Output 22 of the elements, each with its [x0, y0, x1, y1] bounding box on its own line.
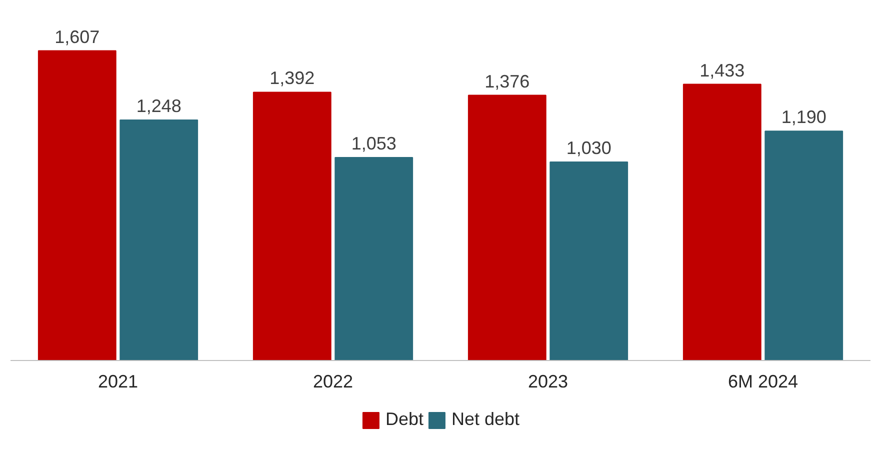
- bar: [38, 50, 116, 361]
- bar: [334, 157, 414, 361]
- bar: [252, 92, 332, 361]
- x-tick-label: 2023: [528, 372, 568, 392]
- bar: [550, 161, 628, 361]
- x-tick-label: 2022: [312, 372, 354, 392]
- bar: [468, 94, 546, 361]
- data-label: 1,376: [484, 71, 530, 92]
- data-label: 1,190: [781, 107, 826, 128]
- data-label: 1,248: [136, 96, 182, 116]
- data-label: 1,053: [351, 134, 396, 154]
- data-label: 1,392: [270, 68, 315, 88]
- bar: [764, 130, 844, 361]
- data-label: 1,607: [54, 26, 100, 47]
- x-tick-label: 2021: [98, 372, 138, 392]
- legend-label: Net debt: [451, 409, 520, 430]
- x-tick-label: 6M 2024: [728, 372, 798, 392]
- data-label: 1,030: [566, 138, 612, 158]
- bar: [120, 119, 198, 361]
- bar: [682, 84, 762, 361]
- data-label: 1,433: [700, 60, 745, 80]
- legend-label: Debt: [385, 409, 424, 430]
